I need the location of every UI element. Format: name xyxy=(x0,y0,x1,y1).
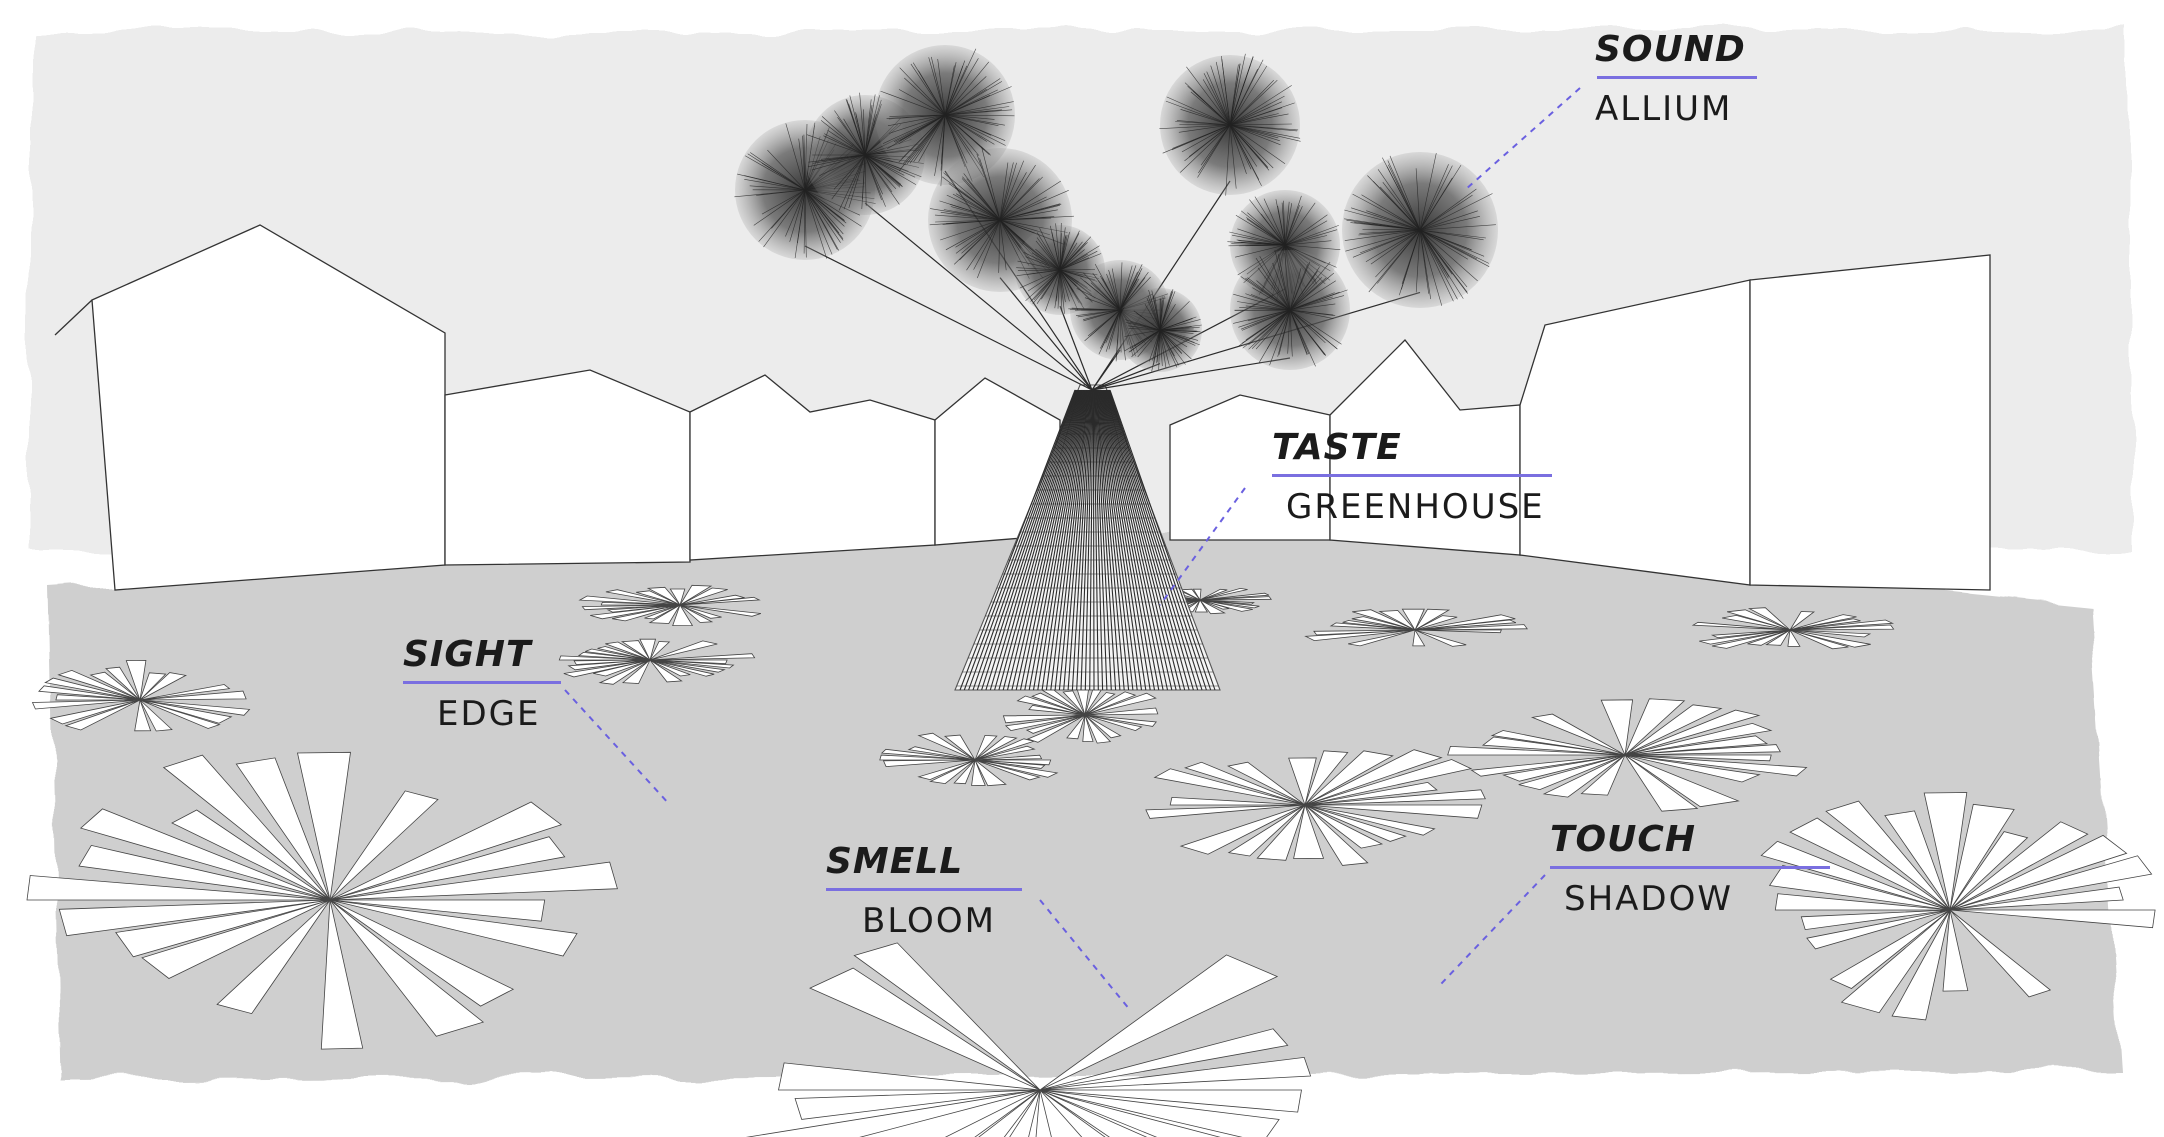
shadow-rosette xyxy=(1760,792,2156,1021)
allium-tower xyxy=(804,170,1421,691)
element-label-edge: EDGE xyxy=(437,694,541,734)
accent-rule xyxy=(403,681,561,684)
accent-rule xyxy=(826,888,1022,891)
allium-head xyxy=(1342,152,1498,308)
callout-sound: SOUND ALLIUM xyxy=(1595,30,1757,129)
allium-head xyxy=(1118,288,1202,372)
allium-flower-heads xyxy=(734,45,1498,372)
callout-touch: TOUCH SHADOW xyxy=(1550,820,1830,919)
shadow-rosette xyxy=(1691,607,1895,650)
callout-sight: SIGHT EDGE xyxy=(403,635,561,734)
element-label-shadow: SHADOW xyxy=(1564,879,1733,919)
accent-rule xyxy=(1550,866,1830,869)
shadow-rosettes xyxy=(26,584,2156,1137)
shadow-rosette xyxy=(879,732,1059,787)
shadow-rosette xyxy=(745,942,1312,1137)
building-outlines xyxy=(54,224,1991,591)
sense-label-sight: SIGHT xyxy=(403,634,532,675)
sense-label-sound: SOUND xyxy=(1595,29,1746,70)
element-label-greenhouse: GREENHOUSE xyxy=(1286,487,1545,527)
shadow-rosette xyxy=(1447,698,1808,812)
element-label-bloom: BLOOM xyxy=(862,901,996,941)
sense-label-taste: TASTE xyxy=(1272,427,1402,468)
leader-line-sound xyxy=(1464,87,1581,191)
sense-label-smell: SMELL xyxy=(826,841,964,882)
allium-head xyxy=(1159,53,1301,196)
shadow-rosette xyxy=(1145,749,1486,866)
callout-taste: TASTE GREENHOUSE xyxy=(1272,428,1552,527)
leader-lines xyxy=(564,87,1581,1011)
shadow-rosette xyxy=(1002,682,1159,744)
leader-line-taste xyxy=(1159,487,1246,606)
allium-head xyxy=(1230,249,1350,370)
accent-rule xyxy=(1272,474,1552,477)
shadow-rosette xyxy=(578,584,762,627)
shadow-rosette xyxy=(1304,608,1528,647)
leader-line-touch xyxy=(1439,874,1546,986)
shadow-rosette xyxy=(26,751,618,1050)
element-label-allium: ALLIUM xyxy=(1595,89,1733,129)
accent-rule xyxy=(1597,76,1757,79)
callout-smell: SMELL BLOOM xyxy=(826,842,1022,941)
shadow-rosette xyxy=(31,659,251,732)
shadow-rosette xyxy=(558,638,756,685)
sense-label-touch: TOUCH xyxy=(1550,819,1696,860)
leader-line-sight xyxy=(564,689,671,806)
